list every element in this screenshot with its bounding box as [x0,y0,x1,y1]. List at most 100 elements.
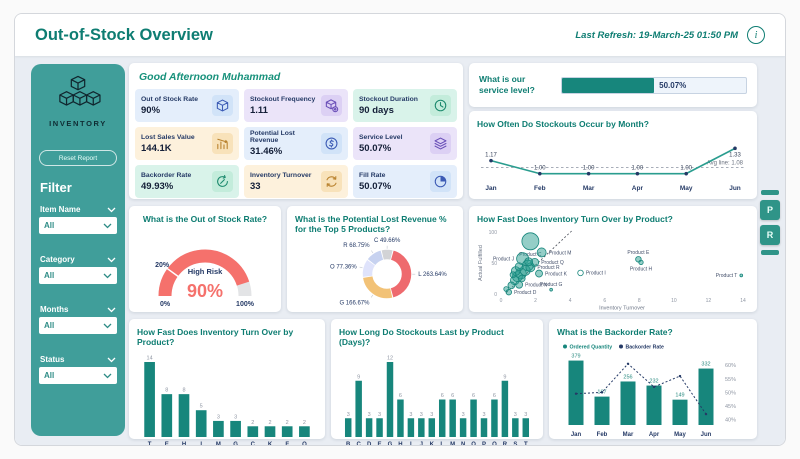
kpi-label: Service Level [359,133,403,141]
svg-text:Feb: Feb [597,432,608,438]
svg-text:Feb: Feb [534,185,546,192]
service-level-bar[interactable]: 50.07% [561,76,747,94]
filter-select-item-name[interactable]: All [39,217,117,234]
svg-text:3: 3 [430,412,433,418]
stockouts-by-month-card: How Often Do Stockouts Occur by Month? A… [469,111,757,199]
money-icon [321,133,342,154]
kpi-label: Out of Stock Rate [141,95,199,103]
nav-partial-bottom[interactable] [761,250,779,255]
svg-text:M: M [450,442,455,446]
svg-text:3: 3 [514,412,517,418]
svg-text:45%: 45% [725,404,736,410]
svg-text:Product R: Product R [537,265,560,271]
box-icon [212,95,233,116]
nav-button-p[interactable]: P [760,200,780,220]
svg-text:E: E [165,442,169,446]
nav-button-r[interactable]: R [760,225,780,245]
svg-text:G: G [388,442,393,446]
svg-text:Product M: Product M [549,250,572,256]
service-level-card: What is our service level? 50.07% [469,63,757,107]
svg-text:C 49.66%: C 49.66% [374,238,401,244]
svg-text:2: 2 [286,420,289,426]
kpi-value: 1.11 [250,104,268,116]
filter-group: Months All [39,305,117,334]
cycle-icon [321,171,342,192]
svg-text:T: T [524,442,528,446]
turnover-scatter-card: How Fast Does Inventory Turn Over by Pro… [469,206,757,312]
turnover-bars-chart[interactable]: 14 T 8 E 8 H 5 I 3 M 3 G 2 C 2 K 2 F 2 Q [135,349,319,446]
svg-text:20%: 20% [155,262,170,269]
svg-text:Avg line: 1.08: Avg line: 1.08 [707,161,744,167]
chevron-down-icon[interactable] [107,207,116,213]
svg-text:3: 3 [234,415,237,421]
kpi-tile: Fill Rate 50.07% [353,165,457,198]
svg-text:6: 6 [399,393,402,399]
stockout-days-chart[interactable]: 3 B 9 C 3 D 3 E 12 G 6 H 3 I 3 J 3 K 6 L 6 M 3 N 6 O 3 P 6 Q 9 R 3 S 3 T [337,349,537,446]
lost-revenue-donut-chart[interactable]: C 49.66% L 263.64% G 166.67% O 77.36% R 68.7… [293,236,457,308]
kpi-label: Stockout Frequency [250,95,316,103]
kpi-value: 90% [141,104,161,116]
out-of-stock-gauge-chart[interactable]: 20% 0% 100% High Risk 90% [135,226,275,308]
inventory-logo-icon [59,75,101,106]
svg-text:6: 6 [451,393,454,399]
turnover-bars-card: How Fast Does Inventory Turn Over by Pro… [129,319,325,445]
svg-text:3: 3 [482,412,485,418]
service-level-question: What is our service level? [479,74,535,95]
dashboard-frame: Out-of-Stock Overview Last Refresh: 19-M… [14,13,786,446]
filter-select-category[interactable]: All [39,267,117,284]
svg-text:2: 2 [251,420,254,426]
svg-text:Product H: Product H [630,267,653,273]
stockouts-by-month-chart[interactable]: Avg line: 1.08 1.17 Jan 1.00 Feb 1.00 Mar 1.00 A… [475,131,751,193]
kpi-tile: Service Level 50.07% [353,127,457,160]
clock-icon [430,95,451,116]
svg-text:60%: 60% [725,363,736,369]
svg-text:0: 0 [500,298,503,304]
svg-text:12: 12 [387,356,393,362]
svg-text:Jun: Jun [701,432,712,438]
kpi-value: 49.93% [141,180,174,192]
svg-text:H: H [398,442,402,446]
svg-text:14: 14 [147,356,153,362]
last-refresh-label: Last Refresh: 19-March-25 01:50 PM [575,29,738,41]
svg-text:O: O [471,442,476,446]
kpi-card: Good Afternoon Muhammad Out of Stock Rat… [129,63,463,199]
kpi-value: 50.07% [359,180,392,192]
chevron-down-icon[interactable] [107,357,116,363]
nav-partial-top[interactable] [761,190,779,195]
refresh-icon [212,171,233,192]
svg-text:1.33: 1.33 [729,153,741,159]
svg-text:High Risk: High Risk [188,267,223,276]
info-icon[interactable]: i [747,26,765,44]
service-level-value: 50.07% [659,80,687,90]
svg-text:T: T [148,442,152,446]
svg-text:O 77.36%: O 77.36% [330,265,357,271]
turnover-scatter-chart[interactable]: 0 2 4 6 8 10 12 14 0 50 100 Inventory Turnover Actua… [475,226,751,312]
svg-text:9: 9 [357,375,360,381]
greeting-title: Good Afternoon Muhammad [139,71,281,83]
svg-text:D: D [367,442,372,446]
svg-text:0: 0 [494,292,497,298]
page-title: Out-of-Stock Overview [35,25,213,44]
kpi-label: Potential Lost Revenue [250,130,295,144]
svg-text:8: 8 [182,388,185,394]
stockout-days-card: How Long Do Stockouts Last by Product (D… [331,319,543,445]
backorder-chart[interactable]: Ordered Quantity Backorder Rate 60% 55% 50% 4… [555,339,751,439]
chevron-down-icon[interactable] [107,307,116,313]
logo-text: INVENTORY [49,119,107,128]
kpi-tile: Potential Lost Revenue 31.46% [244,127,348,160]
chart-title: How Fast Does Inventory Turn Over by Pro… [477,214,673,224]
chevron-down-icon[interactable] [107,257,116,263]
kpi-label: Backorder Rate [141,171,192,179]
filter-value: All [44,221,55,230]
svg-text:3: 3 [347,412,350,418]
filter-select-months[interactable]: All [39,317,117,334]
header: Out-of-Stock Overview Last Refresh: 19-M… [15,14,785,56]
svg-text:2: 2 [268,420,271,426]
svg-text:Product C: Product C [519,252,542,258]
reset-report-button[interactable]: Reset Report [39,150,117,166]
filter-label: Months [40,305,69,314]
svg-text:8: 8 [165,388,168,394]
chart-title: What is the Potential Lost Revenue % for… [295,214,447,235]
kpi-label: Stockout Duration [359,95,418,103]
filter-select-status[interactable]: All [39,367,117,384]
